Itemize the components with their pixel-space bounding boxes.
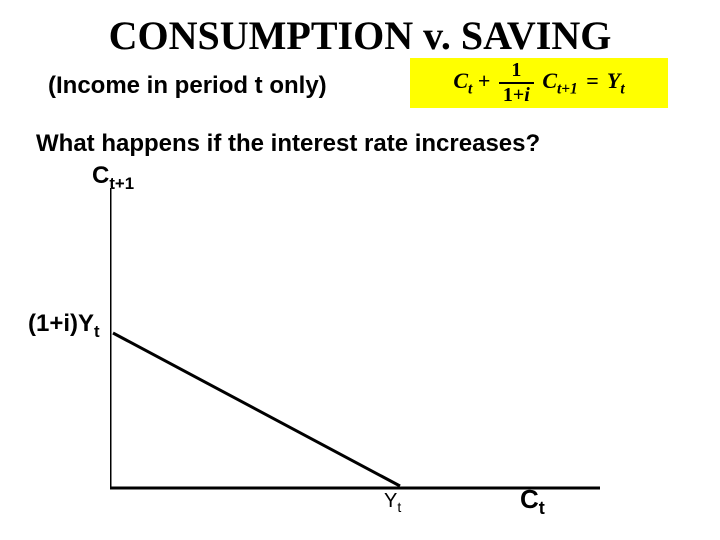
- subtitle: (Income in period t only): [48, 72, 327, 100]
- eq-equals: =: [586, 68, 599, 93]
- equation-highlight: Ct + 1 1+i Ct+1 = Yt: [410, 58, 668, 108]
- equation: Ct + 1 1+i Ct+1 = Yt: [453, 59, 624, 107]
- eq-frac-den: 1+i: [499, 84, 534, 107]
- page-title: CONSUMPTION v. SAVING: [0, 12, 720, 59]
- budget-line: [113, 333, 400, 486]
- budget-constraint-chart: [110, 188, 610, 498]
- eq-term1-sub: t: [468, 80, 472, 97]
- question-text: What happens if the interest rate increa…: [36, 130, 540, 158]
- eq-fraction: 1 1+i: [499, 59, 534, 107]
- x-tick-label: Yt: [384, 490, 401, 515]
- eq-frac-num: 1: [499, 59, 534, 84]
- y-intercept-label: (1+i)Yt: [28, 310, 100, 342]
- eq-term2-sub: t+1: [557, 80, 578, 97]
- eq-plus: +: [478, 68, 491, 93]
- eq-rhs-sub: t: [620, 80, 624, 97]
- eq-term2-base: C: [542, 68, 557, 93]
- x-axis-label: Ct: [520, 484, 545, 519]
- eq-term1-base: C: [453, 68, 468, 93]
- eq-rhs-base: Y: [607, 68, 620, 93]
